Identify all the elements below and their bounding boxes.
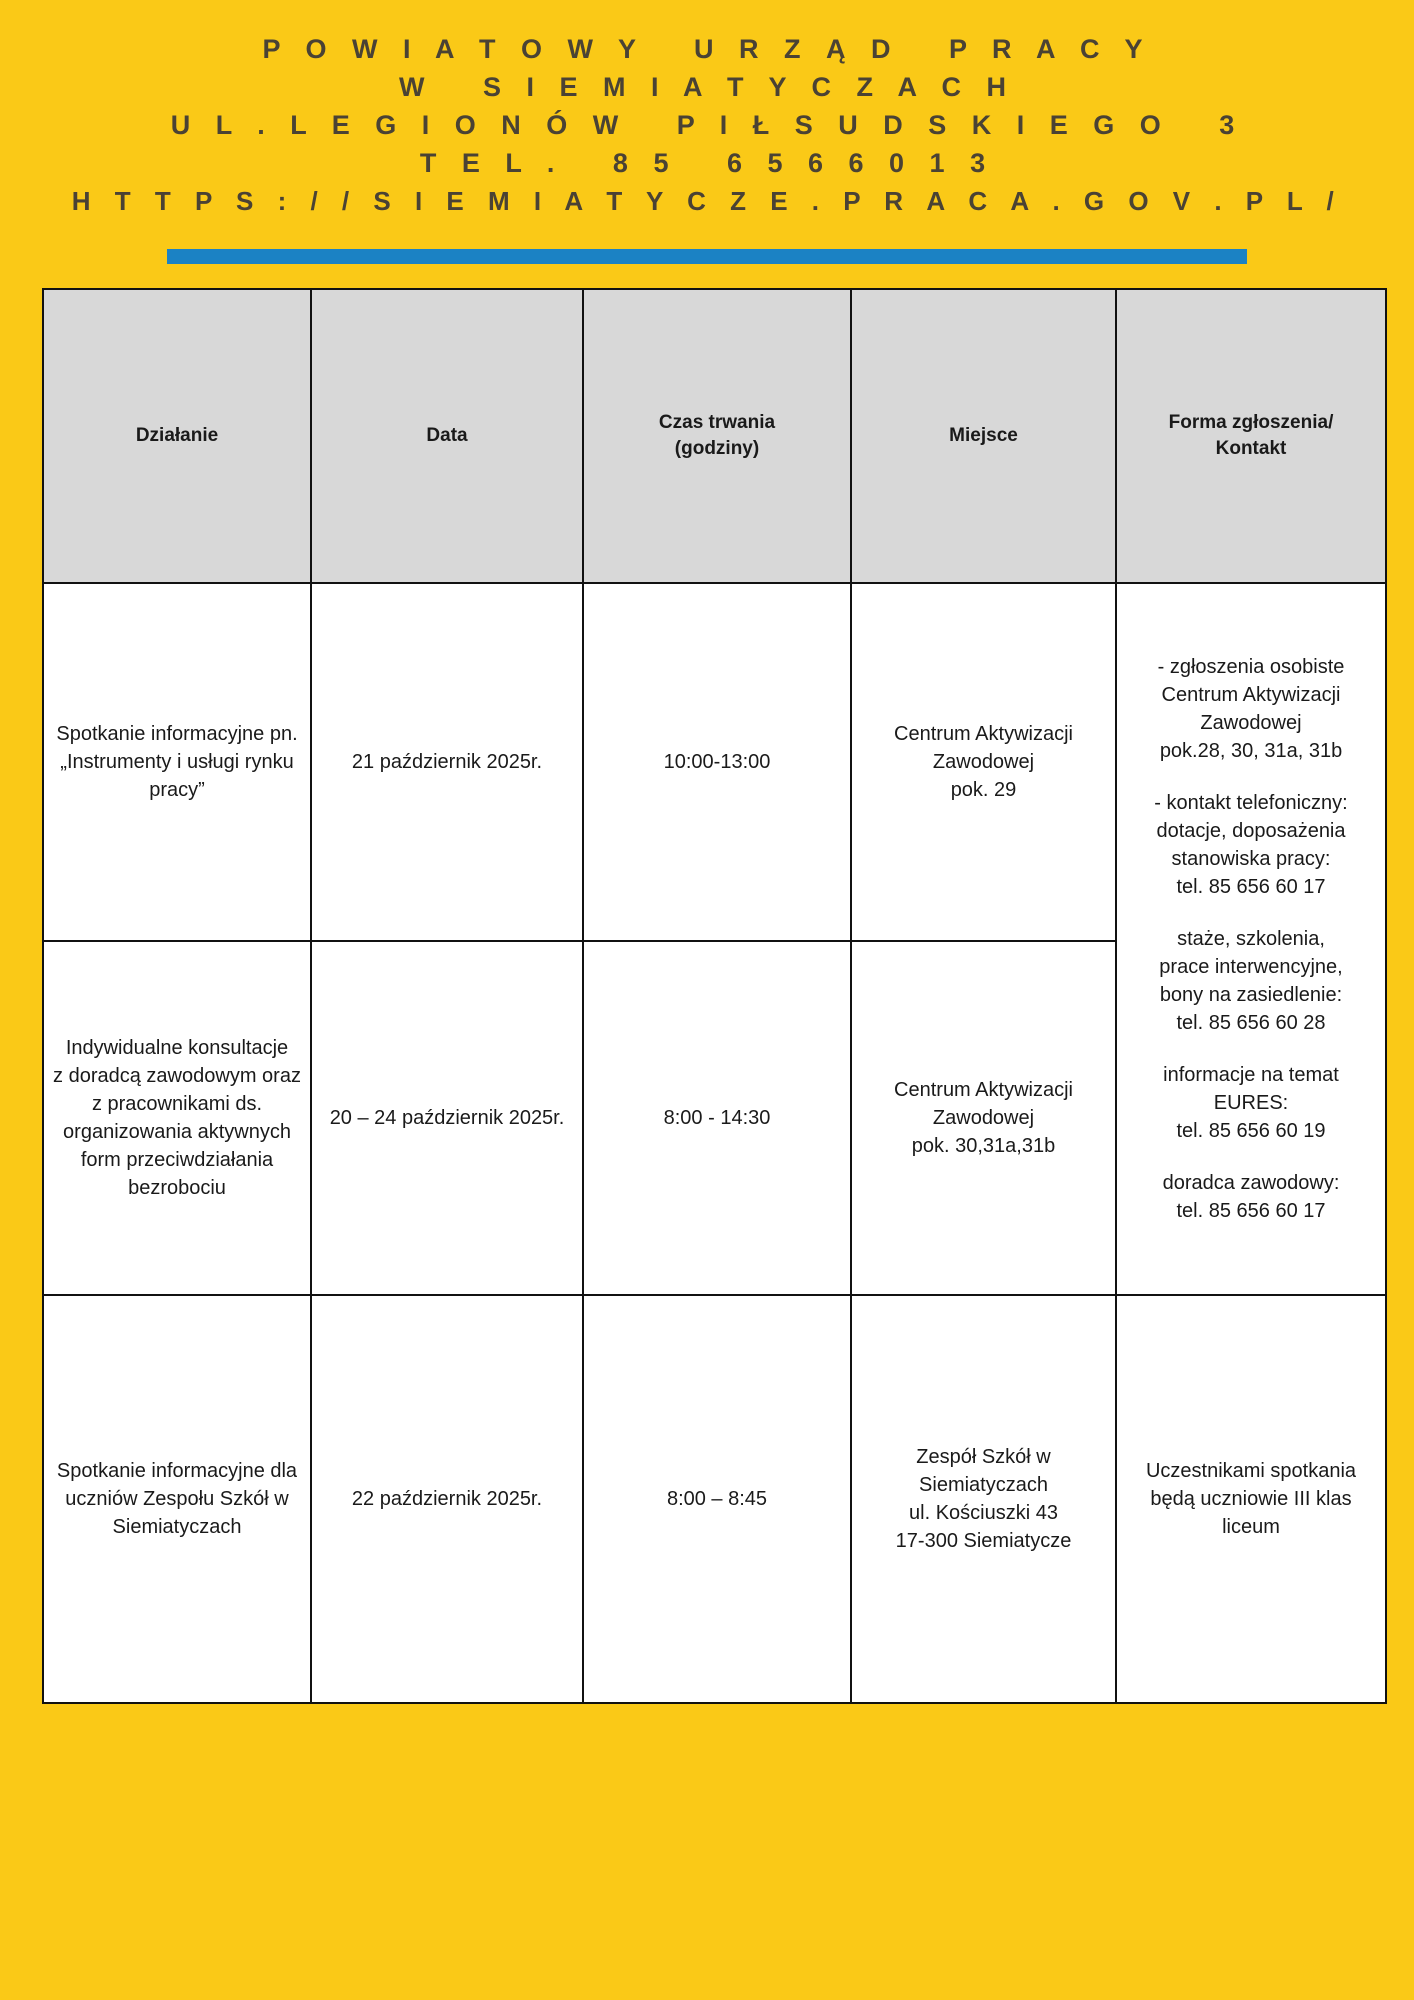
table-row: Spotkanie informacyjne dla uczniów Zespo… bbox=[42, 1294, 1387, 1704]
table-row: Spotkanie informacyjne pn. „Instrumenty … bbox=[42, 582, 1387, 1296]
cell-miejsce-2: Centrum Aktywizacji Zawodowej pok. 30,31… bbox=[850, 940, 1117, 1296]
contact-block-osobiste: - zgłoszenia osobiste Centrum Aktywizacj… bbox=[1157, 656, 1345, 762]
contact-block-staze: staże, szkolenia, prace interwencyjne, b… bbox=[1159, 928, 1343, 1034]
cell-miejsce-1: Centrum Aktywizacji Zawodowej pok. 29 bbox=[850, 582, 1117, 942]
cell-dzialanie-1: Spotkanie informacyjne pn. „Instrumenty … bbox=[42, 582, 312, 942]
cell-data-3: 22 październik 2025r. bbox=[310, 1294, 584, 1704]
organisation-header: P O W I A T O W Y U R Z Ą D P R A C Y W … bbox=[0, 30, 1414, 220]
column-header-miejsce: Miejsce bbox=[850, 288, 1117, 584]
column-header-czas-trwania: Czas trwania (godziny) bbox=[582, 288, 852, 584]
column-header-forma-zgloszenia: Forma zgłoszenia/ Kontakt bbox=[1115, 288, 1387, 584]
header-divider-wrap bbox=[0, 249, 1414, 269]
cell-czas-1: 10:00-13:00 bbox=[582, 582, 852, 942]
header-line-city: W S I E M I A T Y C Z A C H bbox=[398, 72, 1016, 102]
cell-dzialanie-2: Indywidualne konsultacje z doradcą zawod… bbox=[42, 940, 312, 1296]
contact-block-doradca: doradca zawodowy: tel. 85 656 60 17 bbox=[1162, 1172, 1340, 1222]
cell-kontakt-3: Uczestnikami spotkania będą uczniowie II… bbox=[1115, 1294, 1387, 1704]
cell-data-1: 21 październik 2025r. bbox=[310, 582, 584, 942]
column-header-data: Data bbox=[310, 288, 584, 584]
header-line-website: H T T P S : / / S I E M I A T Y C Z E . … bbox=[71, 186, 1343, 216]
cell-data-2: 20 – 24 październik 2025r. bbox=[310, 940, 584, 1296]
cell-miejsce-3: Zespół Szkół w Siemiatyczach ul. Kościus… bbox=[850, 1294, 1117, 1704]
cell-czas-2: 8:00 - 14:30 bbox=[582, 940, 852, 1296]
schedule-table: Działanie Data Czas trwania (godziny) Mi… bbox=[42, 288, 1387, 1704]
header-line-office-name: P O W I A T O W Y U R Z Ą D P R A C Y bbox=[262, 34, 1152, 64]
contact-block-eures: informacje na temat EURES: tel. 85 656 6… bbox=[1163, 1064, 1339, 1142]
cell-czas-3: 8:00 – 8:45 bbox=[582, 1294, 852, 1704]
column-header-dzialanie: Działanie bbox=[42, 288, 312, 584]
table-header-row: Działanie Data Czas trwania (godziny) Mi… bbox=[42, 288, 1387, 584]
table-row: Indywidualne konsultacje z doradcą zawod… bbox=[42, 940, 1386, 1296]
header-line-street: U L . L E G I O N Ó W P I Ł S U D S K I … bbox=[170, 110, 1244, 140]
contact-block-telefoniczny: - kontakt telefoniczny: dotacje, doposaż… bbox=[1154, 792, 1348, 898]
header-line-phone: T E L . 8 5 6 5 6 6 0 1 3 bbox=[419, 148, 995, 178]
cell-dzialanie-3: Spotkanie informacyjne dla uczniów Zespo… bbox=[42, 1294, 312, 1704]
cell-kontakt-merged: - zgłoszenia osobiste Centrum Aktywizacj… bbox=[1115, 582, 1387, 1296]
blue-divider-bar bbox=[167, 249, 1247, 264]
